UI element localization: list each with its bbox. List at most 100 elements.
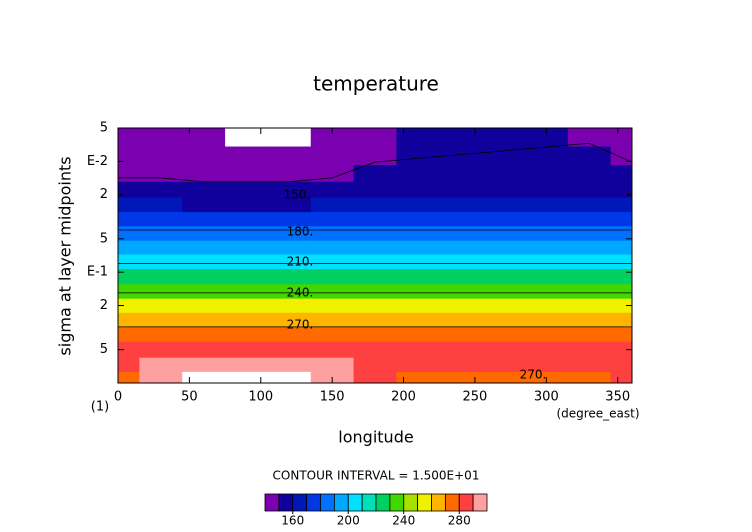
field-cell (524, 269, 569, 285)
field-cell (118, 165, 140, 183)
field-cell (396, 284, 440, 300)
field-cell (118, 371, 140, 384)
field-cell (524, 226, 569, 242)
field-cell (267, 341, 312, 359)
field-cell (482, 212, 526, 227)
field-cell (353, 284, 397, 300)
field-cell (524, 128, 569, 148)
field-cell (182, 226, 226, 242)
field-cell (267, 312, 312, 328)
field-cell (567, 165, 612, 183)
field-cell (524, 312, 569, 328)
colorbar-box (278, 493, 294, 512)
field-cell (225, 312, 269, 328)
field-cell (396, 298, 440, 314)
colorbar-box (306, 493, 321, 512)
field-cell (182, 284, 226, 300)
field-cell (610, 254, 633, 270)
x-tick-label: 350 (605, 390, 630, 405)
field-cell (439, 269, 483, 285)
field-cell (267, 269, 312, 285)
field-cell (396, 212, 440, 227)
field-cell (567, 254, 612, 270)
field-cell (118, 357, 140, 373)
y-tick-label: E-1 (87, 265, 108, 280)
field-cell (610, 357, 633, 373)
field-cell (353, 240, 397, 256)
field-cell (396, 341, 440, 359)
field-cell (482, 226, 526, 242)
field-cell (439, 181, 483, 199)
field-cell (139, 326, 183, 343)
field-cell (267, 212, 312, 227)
field-cell (396, 240, 440, 256)
field-cell (118, 269, 140, 285)
field-cell (524, 298, 569, 314)
field-cell (567, 128, 612, 148)
field-cell (182, 269, 226, 285)
field-cell (139, 226, 183, 242)
field-cell (267, 254, 312, 270)
field-cell (396, 226, 440, 242)
field-cell (225, 212, 269, 227)
field-cell (353, 326, 397, 343)
field-cell (482, 269, 526, 285)
colorbar-box (458, 493, 474, 512)
field-cell (482, 371, 526, 384)
field-cell (353, 181, 397, 199)
field-cell (353, 197, 397, 213)
field-cell (353, 312, 397, 328)
field-cell (482, 341, 526, 359)
x-tick-label: 100 (248, 390, 273, 405)
field-cell (482, 240, 526, 256)
colorbar-box (292, 493, 308, 512)
field-cell (118, 212, 140, 227)
field-cell (139, 341, 183, 359)
field-cell (139, 165, 183, 183)
field-cell (353, 212, 397, 227)
field-cell (310, 326, 355, 343)
field-cell (139, 197, 183, 213)
field-cell (353, 165, 397, 183)
field-cell (118, 298, 140, 314)
field-cell (353, 269, 397, 285)
field-cell (267, 181, 312, 199)
field-cell (524, 181, 569, 199)
field-cell (567, 181, 612, 199)
field-cell (118, 312, 140, 328)
field-cell (482, 326, 526, 343)
field-cell (182, 146, 226, 166)
field-cell (524, 146, 569, 166)
y-tick-label: 5 (100, 231, 108, 246)
colorbar-box (472, 493, 488, 512)
x-tick-label: 200 (391, 390, 416, 405)
field-cell (439, 146, 483, 166)
field-cell (567, 212, 612, 227)
field-cell (139, 371, 183, 384)
colorbar-box (417, 493, 432, 512)
field-cell (396, 326, 440, 343)
field-cell (524, 326, 569, 343)
field-cell (310, 284, 355, 300)
field-cell (267, 371, 312, 384)
field-cell (182, 165, 226, 183)
contour-line (118, 142, 633, 183)
field-cell (310, 298, 355, 314)
contour-label: 240. (287, 286, 314, 300)
field-cell (118, 197, 140, 213)
field-cell (610, 240, 633, 256)
field-cell (482, 357, 526, 373)
field-cell (567, 146, 612, 166)
contour-label: 180. (287, 225, 314, 239)
field-cell (396, 181, 440, 199)
field-cell (118, 240, 140, 256)
field-cell (439, 197, 483, 213)
field-cell (610, 312, 633, 328)
field-cell (182, 128, 226, 148)
field-cell (182, 254, 226, 270)
field-cell (225, 181, 269, 199)
colorbar-box (431, 493, 446, 512)
field-cell (310, 181, 355, 199)
field-cell (225, 146, 269, 166)
contour-label: 210. (287, 255, 314, 269)
